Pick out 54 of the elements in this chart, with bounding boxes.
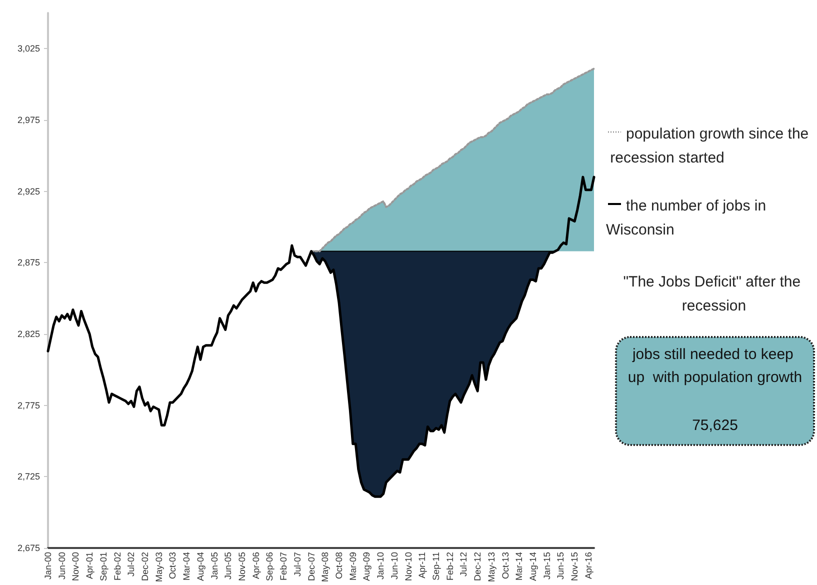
x-tick-label: Nov-00: [70, 552, 81, 582]
x-tick-label: Mar-14: [514, 552, 524, 581]
x-tick-label: Sep-11: [431, 552, 442, 580]
x-tick-label: Oct-08: [334, 552, 344, 580]
x-tick-label: Feb-07: [278, 552, 289, 581]
x-tick-label: Jan-15: [542, 552, 552, 580]
y-tick-label: 2,975: [17, 115, 40, 125]
x-tick-label: May-13: [486, 552, 496, 582]
x-tick-label: Feb-12: [444, 552, 455, 581]
x-tick-label: Jun-05: [223, 552, 234, 580]
x-tick-label: Dec-02: [140, 552, 150, 582]
x-tick-label: Jan-10: [376, 552, 386, 580]
x-tick-label: Aug-14: [528, 552, 538, 582]
x-tick-label: May-08: [320, 552, 330, 582]
text: jobs still needed to keep up with population growth: [628, 346, 802, 386]
x-tick-label: Apr-16: [583, 552, 594, 580]
x-tick-label: Jul-02: [126, 552, 136, 577]
x-tick-label: Nov-05: [237, 552, 248, 582]
x-tick-label: Sep-01: [98, 552, 108, 582]
x-tick-label: Mar-09: [348, 552, 358, 581]
x-tick-label: Dec-12: [472, 552, 483, 582]
line-series: [46, 176, 596, 498]
x-tick-label: Aug-04: [195, 552, 206, 582]
x-tick-label: Apr-06: [250, 552, 261, 580]
x-tick-label: Apr-11: [417, 552, 428, 578]
x-tick-label: May-03: [154, 552, 164, 582]
x-tick-label: Jan-00: [43, 552, 53, 580]
y-tick-label: 2,725: [17, 472, 40, 482]
x-tick-label: Jun-15: [556, 552, 566, 580]
x-tick-label: Apr-01: [84, 552, 95, 580]
x-tick-label: Jun-10: [389, 552, 400, 580]
legend-label: population growth since the recession started: [606, 126, 809, 166]
x-tick-label: Jul-07: [292, 552, 302, 577]
y-tick-label: 2,675: [17, 542, 40, 553]
x-tick-label: Jan-05: [209, 552, 220, 580]
y-tick-label: 2,925: [17, 186, 40, 196]
y-tick-label: 3,025: [17, 44, 40, 54]
y-tick-label: 2,875: [17, 258, 40, 268]
x-tick-label: Oct-03: [168, 552, 178, 580]
y-tick-label: 2,775: [17, 400, 40, 410]
x-tick-label: Sep-06: [264, 552, 275, 582]
text: 75,625: [692, 417, 738, 434]
x-tick-label: Nov-10: [403, 552, 414, 582]
x-tick-label: Jul-12: [458, 552, 469, 577]
x-tick-label: Nov-15: [570, 552, 580, 582]
x-tick-label: Aug-09: [362, 552, 372, 582]
x-tick-label: Jun-00: [56, 552, 67, 580]
x-tick-label: Feb-02: [112, 552, 122, 581]
y-tick-label: 2,825: [17, 328, 40, 339]
text: "The Jobs Deficit" after the recession: [623, 274, 805, 314]
legend-label: the number of jobs in Wisconsin: [606, 198, 770, 238]
x-tick-label: Dec-07: [306, 552, 316, 582]
x-tick-label: Mar-04: [182, 552, 192, 581]
x-tick-label: Oct-13: [500, 552, 510, 580]
